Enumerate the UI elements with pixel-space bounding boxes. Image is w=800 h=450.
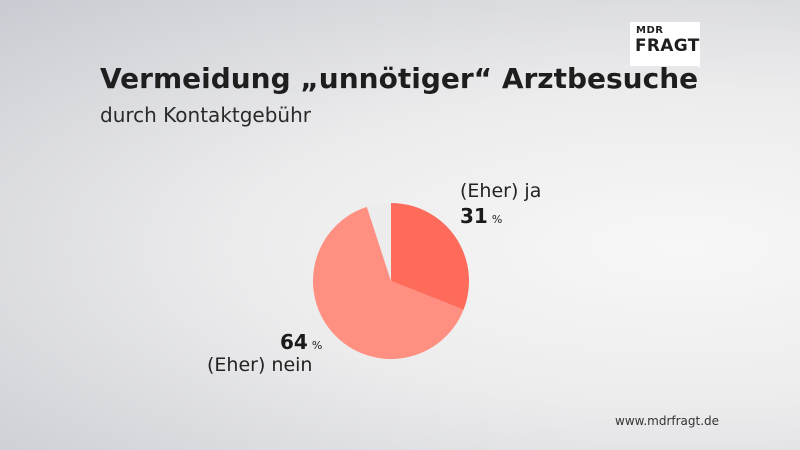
value-unit-ja: % [491,213,503,226]
mdr-fragt-logo [630,22,700,66]
logo-bottom-text: FRAGT [635,36,700,56]
pie-slice-nein [313,206,464,360]
slice-value-nein: 64% [280,330,322,354]
logo-top-text: MDR [636,25,664,36]
value-unit-nein: % [311,339,323,352]
chart-subtitle: durch Kontaktgebühr [100,103,312,127]
chart-title: Vermeidung „unnötiger“ Arztbesuche [100,62,699,95]
value-number-ja: 31 [460,204,488,228]
source-url: www.mdrfragt.de [615,414,720,428]
pie-slice-ja [391,203,469,310]
logo-tail [690,60,700,68]
slice-label-nein: (Eher) nein [207,354,313,376]
slice-value-ja: 31% [460,204,502,228]
value-number-nein: 64 [280,330,308,354]
slice-label-ja: (Eher) ja [460,180,542,202]
pie-slice-rest [366,203,391,281]
